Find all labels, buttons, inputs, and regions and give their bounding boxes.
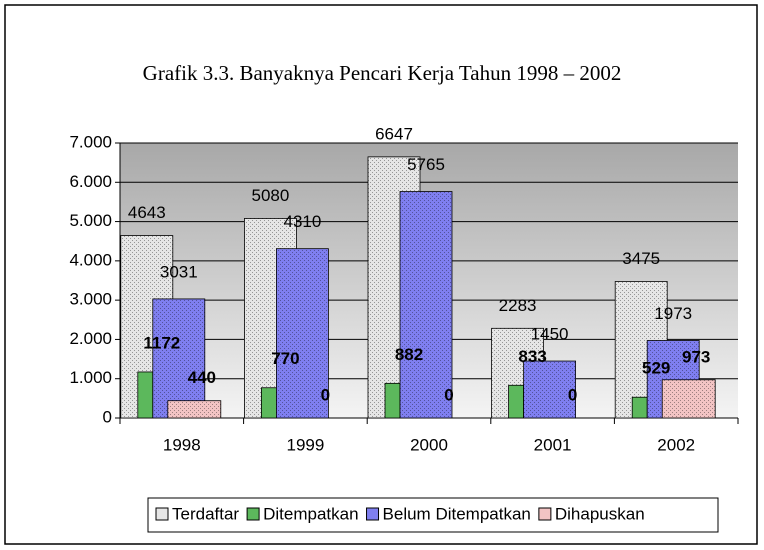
y-tick-label: 0 [103, 407, 112, 426]
data-label: 973 [682, 347, 710, 366]
bar-texture [662, 379, 716, 418]
bar [260, 387, 277, 419]
legend-swatch [246, 507, 260, 521]
x-tick-label: 2002 [657, 435, 695, 454]
y-tick-label: 6.000 [69, 172, 112, 191]
data-label: 2283 [499, 296, 537, 315]
legend-swatch [538, 507, 552, 521]
bar [631, 396, 648, 419]
y-tick-label: 4.000 [69, 250, 112, 269]
bar-texture [276, 248, 329, 418]
bar-texture [152, 298, 205, 418]
data-label: 1450 [531, 325, 569, 344]
data-label: 770 [271, 349, 299, 368]
data-label: 0 [568, 385, 577, 404]
y-tick-label: 3.000 [69, 290, 112, 309]
data-label: 0 [321, 385, 330, 404]
data-label: 3475 [622, 249, 660, 268]
bar-texture [167, 400, 221, 418]
legend-label: Belum Ditempatkan [383, 504, 531, 523]
y-tick-label: 5.000 [69, 211, 112, 230]
data-label: 529 [642, 359, 670, 378]
bar-texture [523, 361, 576, 418]
data-label: 4310 [283, 212, 321, 231]
data-label: 1973 [654, 304, 692, 323]
x-tick-label: 1998 [163, 435, 201, 454]
y-tick-label: 1.000 [69, 368, 112, 387]
bar [384, 382, 401, 419]
data-label: 3031 [160, 262, 198, 281]
chart-title: Grafik 3.3. Banyaknya Pencari Kerja Tahu… [143, 61, 622, 85]
x-tick-label: 1999 [286, 435, 324, 454]
y-tick-label: 7.000 [69, 132, 112, 151]
data-label: 882 [395, 345, 423, 364]
data-label: 4643 [128, 203, 166, 222]
x-tick-label: 2001 [534, 435, 572, 454]
legend-swatch [366, 507, 380, 521]
legend-label: Dihapuskan [555, 504, 645, 523]
bar [508, 384, 525, 419]
legend-label: Ditempatkan [263, 504, 358, 523]
data-label: 6647 [375, 124, 413, 143]
data-label: 1172 [143, 333, 180, 352]
data-label: 0 [444, 385, 453, 404]
legend [147, 497, 719, 533]
data-label: 5080 [251, 186, 289, 205]
data-label: 833 [518, 347, 546, 366]
bar [137, 371, 154, 419]
data-label: 5765 [407, 155, 445, 174]
y-tick-label: 2.000 [69, 329, 112, 348]
data-label: 440 [188, 368, 216, 387]
bar-texture [400, 191, 452, 418]
x-tick-label: 2000 [410, 435, 448, 454]
legend-label: Terdaftar [172, 504, 239, 523]
legend-swatch [155, 507, 169, 521]
